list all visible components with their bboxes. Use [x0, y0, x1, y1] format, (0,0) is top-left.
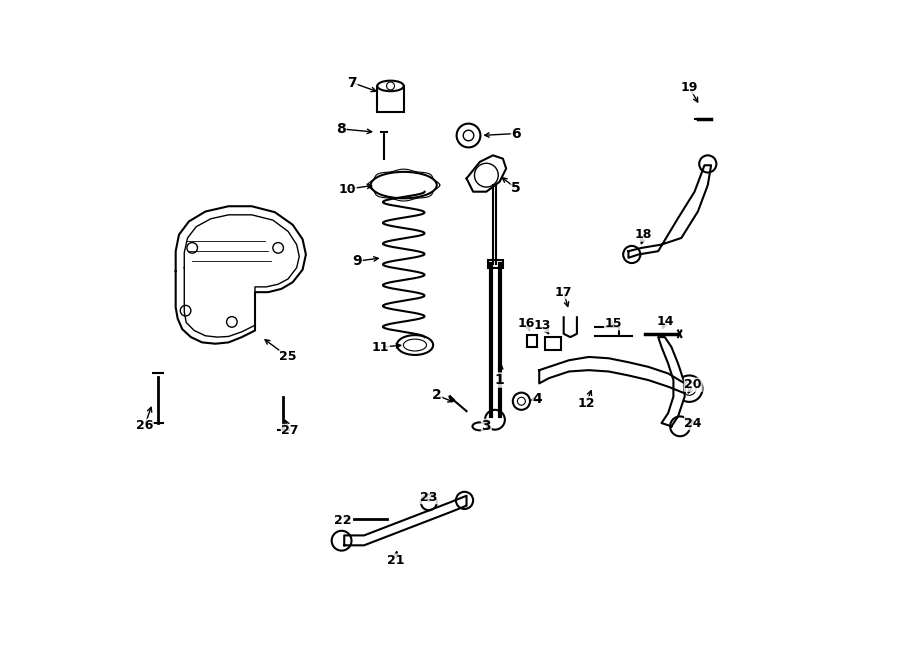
Polygon shape — [658, 337, 685, 426]
Polygon shape — [628, 165, 711, 258]
Bar — [489, 260, 503, 268]
Text: 13: 13 — [534, 319, 551, 332]
Text: 6: 6 — [511, 126, 521, 141]
Text: 5: 5 — [511, 181, 521, 196]
Text: 22: 22 — [334, 514, 352, 527]
Bar — [544, 337, 561, 350]
Text: 20: 20 — [685, 378, 702, 391]
Text: 15: 15 — [605, 317, 622, 330]
Text: 27: 27 — [282, 424, 299, 438]
Text: 18: 18 — [635, 228, 652, 241]
Text: 12: 12 — [578, 397, 595, 410]
Text: 11: 11 — [372, 340, 390, 354]
Text: 10: 10 — [338, 182, 356, 196]
Text: 2: 2 — [432, 388, 442, 403]
Polygon shape — [539, 357, 685, 393]
Text: 9: 9 — [353, 254, 363, 268]
Text: 26: 26 — [136, 419, 153, 432]
Text: 1: 1 — [495, 373, 504, 387]
Text: 25: 25 — [279, 350, 297, 364]
Text: 21: 21 — [387, 554, 404, 567]
Text: 23: 23 — [420, 490, 437, 504]
Text: 16: 16 — [518, 317, 535, 330]
Text: 19: 19 — [680, 81, 698, 94]
Text: 17: 17 — [555, 286, 572, 299]
Text: 4: 4 — [533, 391, 542, 406]
Text: 24: 24 — [685, 416, 702, 430]
Text: 8: 8 — [336, 122, 346, 136]
Bar — [527, 335, 537, 347]
Text: 3: 3 — [482, 419, 491, 434]
Text: 7: 7 — [347, 75, 357, 90]
Polygon shape — [344, 496, 466, 545]
Text: 14: 14 — [656, 315, 673, 329]
